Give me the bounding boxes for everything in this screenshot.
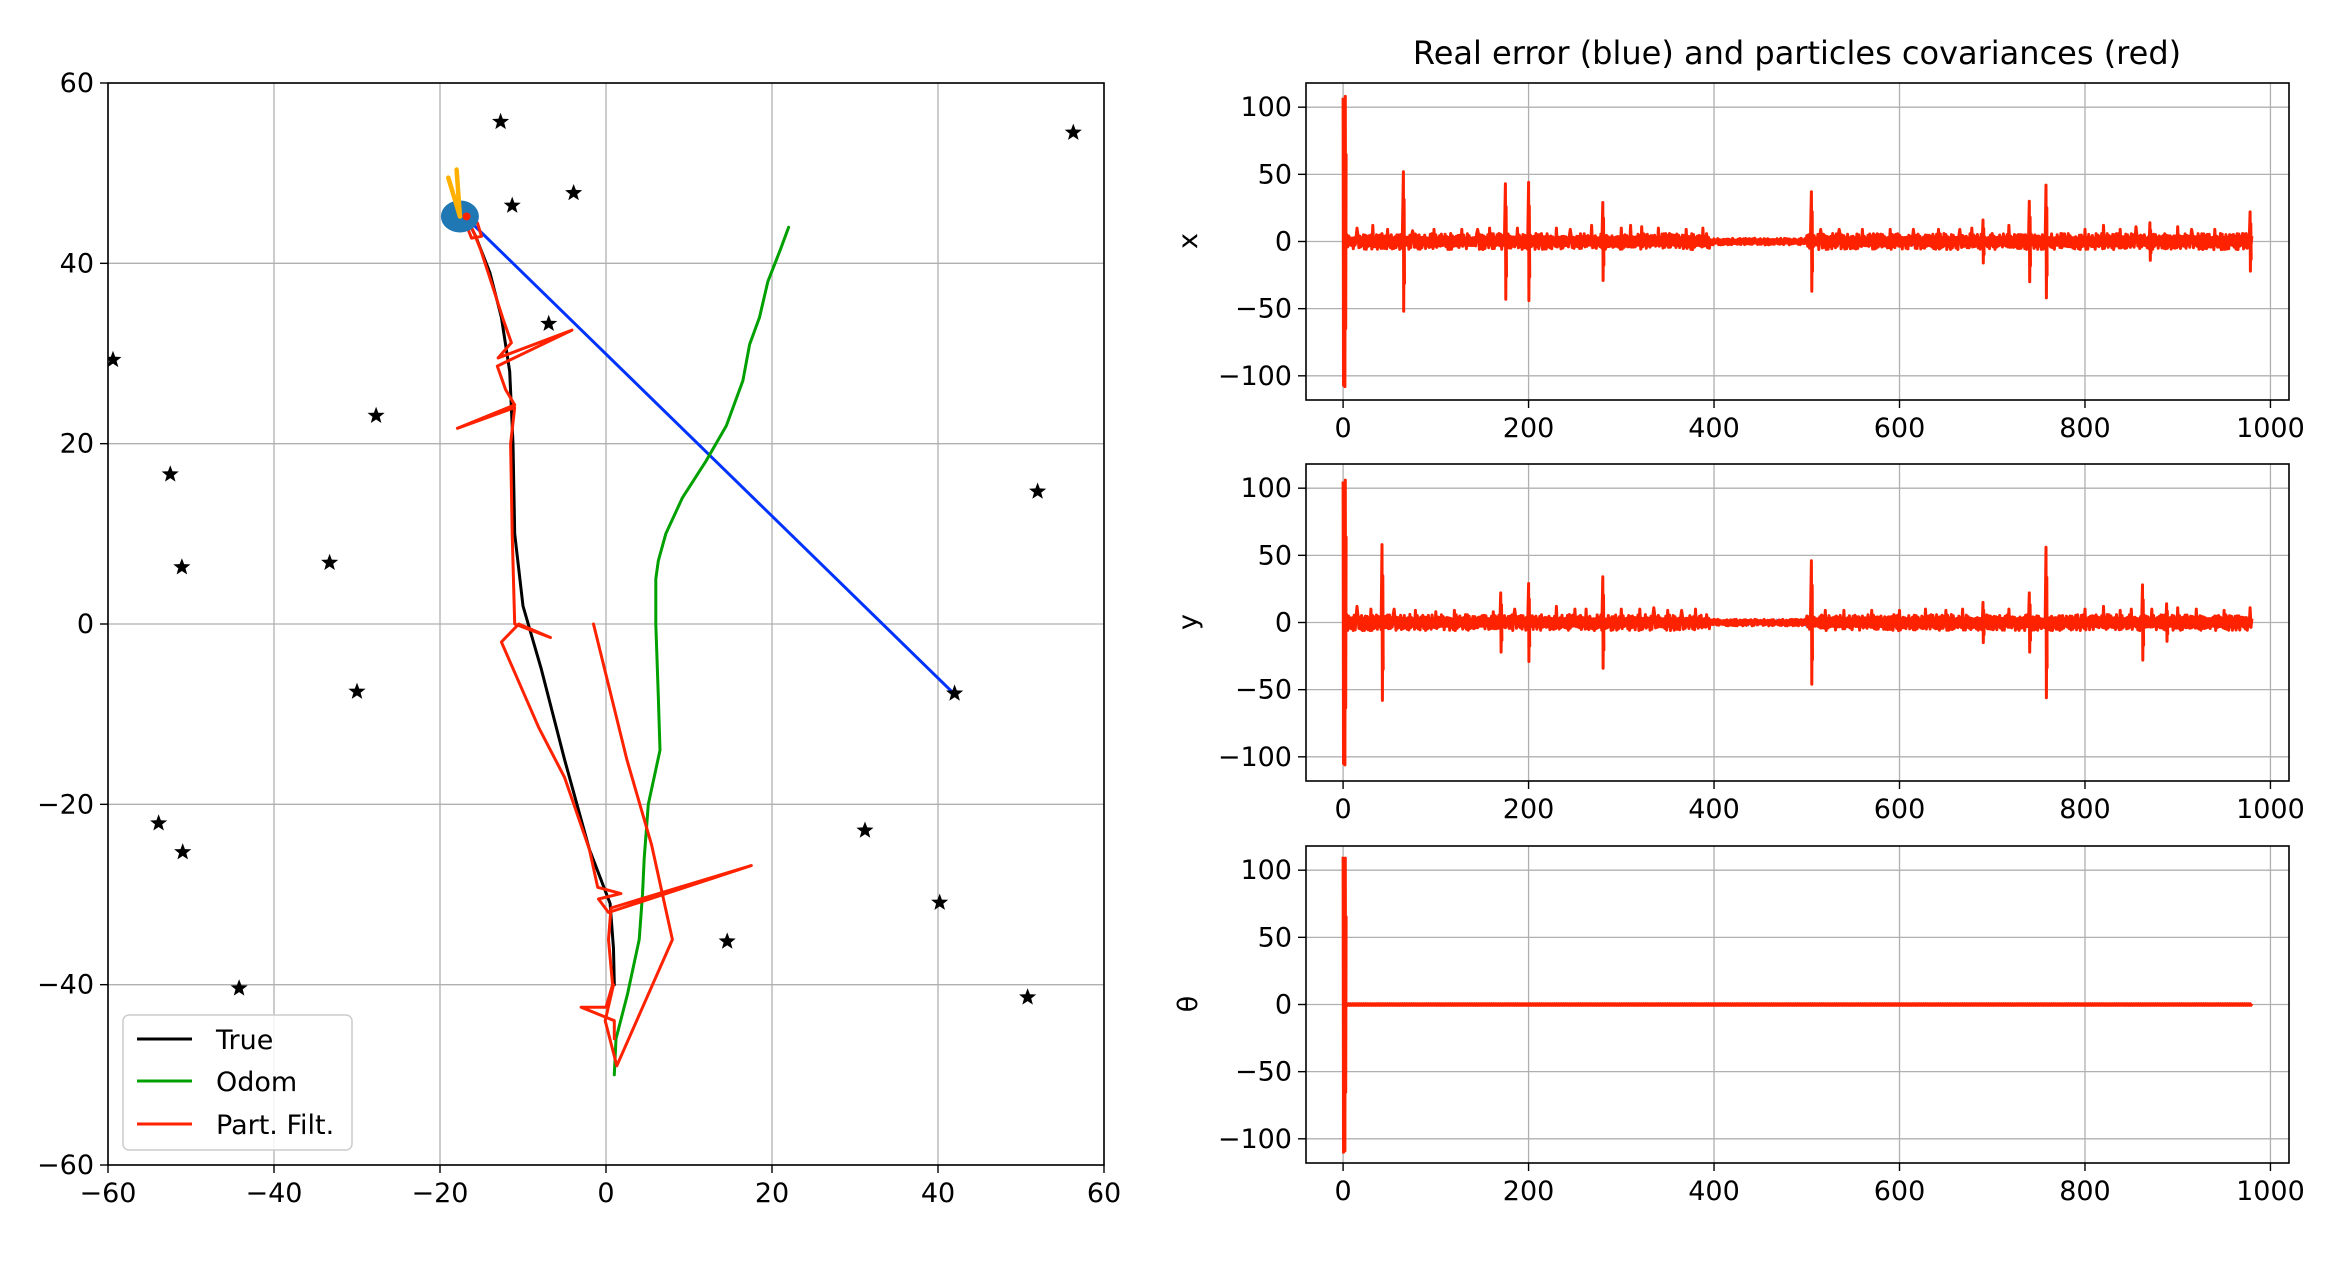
legend-box xyxy=(122,1014,353,1151)
landmark-star xyxy=(230,979,248,996)
theta-error-xtick-label: 1000 xyxy=(2236,1176,2305,1207)
x-error-ytick-label: −50 xyxy=(1235,294,1292,325)
theta-error-ytick-label: 100 xyxy=(1240,855,1292,886)
landmark-star xyxy=(150,814,168,831)
trajectory-plot: −60 −40 −20 0 20 40 60 −60 −40 −20 0 20 40 60 True Od… xyxy=(37,68,1121,1209)
x-error-xtick-label: 400 xyxy=(1688,413,1740,444)
trajectory-xtick-label: 60 xyxy=(1087,1178,1121,1209)
particle-filter-excursion-line xyxy=(592,622,674,1068)
panel-title: Real error (blue) and particles covarian… xyxy=(1413,34,2181,72)
x-error-xtick-label: 1000 xyxy=(2236,413,2305,444)
odom-path-line xyxy=(612,225,791,1077)
theta-error-xtick-label: 400 xyxy=(1688,1176,1740,1207)
landmark-star xyxy=(348,682,366,699)
landmark-star xyxy=(718,932,736,949)
landmark-star xyxy=(931,893,949,910)
y-error-ylabel: y xyxy=(1173,614,1204,630)
y-error-xtick-label: 200 xyxy=(1503,794,1555,825)
landmark-star xyxy=(367,406,385,423)
x-error-ytick-label: 100 xyxy=(1240,92,1292,123)
robot-heading-line xyxy=(454,167,463,219)
x-error-content xyxy=(1341,94,2254,389)
landmark-star xyxy=(1064,123,1082,140)
landmark-star xyxy=(173,558,191,575)
landmark-star xyxy=(1019,988,1037,1005)
theta-error-xtick-label: 800 xyxy=(2059,1176,2111,1207)
trajectory-xtick-label: −20 xyxy=(412,1178,469,1209)
trajectory-content xyxy=(108,112,1082,1077)
y-error-content xyxy=(1341,478,2254,767)
y-error-xtick-label: 800 xyxy=(2059,794,2111,825)
particle-filter-path-line xyxy=(455,216,753,1041)
theta-error-xtick-label: 600 xyxy=(1874,1176,1926,1207)
landmark-star xyxy=(565,184,583,201)
y-error-xtick-label: 1000 xyxy=(2236,794,2305,825)
theta-error-ytick-label: 50 xyxy=(1258,922,1292,953)
theta-error-ticks: 0 200 400 600 800 1000 −100 −50 0 50 100 xyxy=(1218,855,2305,1207)
y-error-xtick-label: 600 xyxy=(1874,794,1926,825)
landmark-star xyxy=(540,314,558,331)
trajectory-ytick-label: 20 xyxy=(60,429,94,460)
x-error-ytick-label: 0 xyxy=(1275,227,1292,258)
trajectory-ytick-label: 60 xyxy=(60,68,94,99)
landmark-star xyxy=(946,684,964,701)
y-error-covariance-line xyxy=(1341,478,2254,767)
x-error-xtick-label: 200 xyxy=(1503,413,1555,444)
true-path-line xyxy=(465,216,616,987)
x-error-xtick-label: 800 xyxy=(2059,413,2111,444)
trajectory-ytick-label: −60 xyxy=(37,1150,94,1181)
y-error-xtick-label: 400 xyxy=(1688,794,1740,825)
legend: True Odom Part. Filt. xyxy=(122,1014,353,1151)
y-error-ytick-label: 0 xyxy=(1275,608,1292,639)
x-error-covariance-line xyxy=(1341,94,2254,389)
landmark-star xyxy=(503,196,521,213)
y-error-ytick-label: 100 xyxy=(1240,473,1292,504)
trajectory-xtick-label: −40 xyxy=(246,1178,303,1209)
x-error-xtick-label: 0 xyxy=(1335,413,1352,444)
y-error-ticks: 0 200 400 600 800 1000 −100 −50 0 50 100 xyxy=(1218,473,2305,825)
x-error-ytick-label: 50 xyxy=(1258,159,1292,190)
y-error-panel: 0 200 400 600 800 1000 −100 −50 0 50 100 y xyxy=(1173,463,2305,825)
y-error-xtick-label: 0 xyxy=(1335,794,1352,825)
theta-error-covariance-line xyxy=(1341,856,2254,1154)
trajectory-xtick-label: 40 xyxy=(921,1178,955,1209)
theta-error-content xyxy=(1341,856,2254,1154)
landmark-star xyxy=(492,112,510,130)
legend-odom-label: Odom xyxy=(216,1067,297,1098)
landmark-star xyxy=(321,553,339,570)
y-error-ytick-label: −50 xyxy=(1235,675,1292,706)
x-error-ticks: 0 200 400 600 800 1000 −100 −50 0 50 100 xyxy=(1218,92,2305,444)
trajectory-xtick-label: 0 xyxy=(597,1178,614,1209)
theta-error-panel: 0 200 400 600 800 1000 −100 −50 0 50 100 θ xyxy=(1173,845,2305,1207)
y-error-ytick-label: −100 xyxy=(1218,742,1292,773)
x-error-xtick-label: 600 xyxy=(1874,413,1926,444)
particle-filter-estimate-dot xyxy=(462,212,471,221)
trajectory-ytick-label: −20 xyxy=(37,789,94,820)
landmark-star xyxy=(1029,482,1047,499)
theta-error-ytick-label: 0 xyxy=(1275,990,1292,1021)
landmark-star xyxy=(856,821,874,838)
landmark-star xyxy=(161,465,179,482)
theta-error-ytick-label: −50 xyxy=(1235,1057,1292,1088)
x-error-ylabel: x xyxy=(1173,233,1204,249)
trajectory-xtick-label: 20 xyxy=(755,1178,789,1209)
landmark-star xyxy=(108,350,122,368)
legend-true-label: True xyxy=(215,1025,273,1056)
theta-error-xtick-label: 0 xyxy=(1335,1176,1352,1207)
theta-error-ytick-label: −100 xyxy=(1218,1124,1292,1155)
legend-pf-label: Part. Filt. xyxy=(216,1110,334,1141)
trajectory-ytick-label: 40 xyxy=(60,248,94,279)
trajectory-ytick-label: 0 xyxy=(77,609,94,640)
x-error-panel: 0 200 400 600 800 1000 −100 −50 0 50 100 x xyxy=(1173,82,2305,444)
y-error-ytick-label: 50 xyxy=(1258,540,1292,571)
trajectory-ticks: −60 −40 −20 0 20 40 60 −60 −40 −20 0 20 40 60 xyxy=(37,68,1121,1209)
x-error-ytick-label: −100 xyxy=(1218,361,1292,392)
theta-error-xtick-label: 200 xyxy=(1503,1176,1555,1207)
theta-error-ylabel: θ xyxy=(1173,996,1204,1013)
landmark-star xyxy=(174,843,192,860)
trajectory-ytick-label: −40 xyxy=(37,970,94,1001)
trajectory-xtick-label: −60 xyxy=(80,1178,137,1209)
